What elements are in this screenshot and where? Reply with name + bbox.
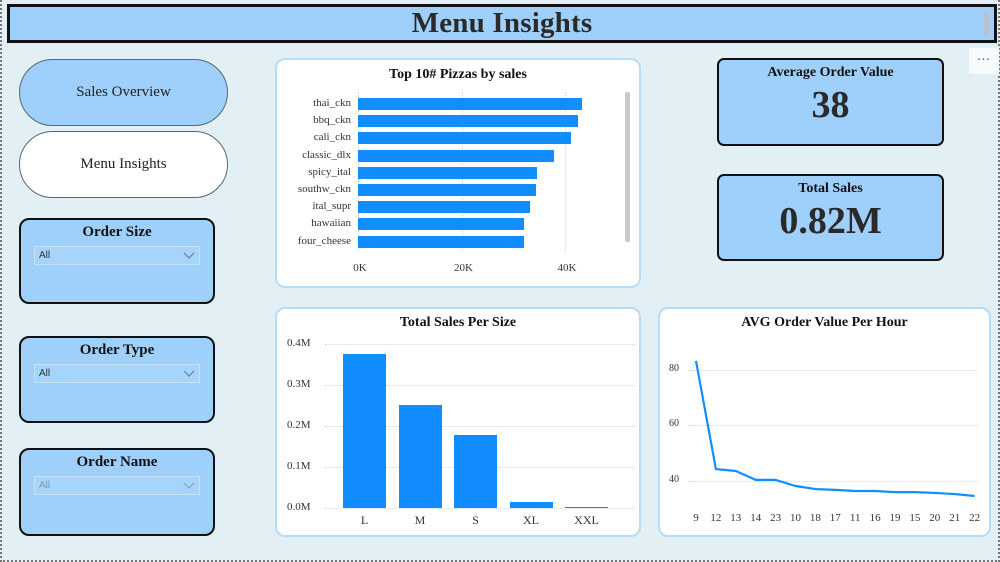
y-axis-tick: 0.4M — [287, 337, 311, 349]
x-axis-tick: S — [472, 513, 479, 527]
x-axis-tick: 19 — [889, 512, 901, 524]
bar[interactable] — [358, 149, 555, 162]
page-title-bar: Menu Insights — [7, 4, 997, 43]
bar[interactable] — [358, 98, 583, 110]
chevron-down-icon — [183, 482, 195, 489]
chart-sales-per-size: Total Sales Per Size 0.0M 0.1M 0.2M 0.3M 0.4… — [275, 307, 641, 537]
slicer-title: Order Name — [76, 454, 158, 470]
bar[interactable] — [358, 132, 572, 145]
gridline — [688, 425, 978, 427]
kpi-value: 0.82M — [779, 200, 882, 242]
bar[interactable] — [509, 501, 553, 508]
bar-category-label: four_cheese — [297, 234, 351, 247]
bar-category-label: hawaiian — [311, 217, 351, 230]
bar[interactable] — [358, 115, 578, 128]
kpi-average-order-value: Average Order Value 38 — [717, 58, 944, 146]
gridline — [325, 344, 635, 345]
slicer-order-name: Order Name All — [19, 448, 215, 536]
x-axis-tick: 11 — [849, 512, 861, 524]
x-axis-tick: 15 — [909, 512, 921, 524]
bar-category-label: cali_ckn — [313, 131, 351, 144]
x-axis-tick: 40K — [557, 262, 577, 274]
chart-title: AVG Order Value Per Hour — [741, 315, 908, 330]
y-axis-tick: 80 — [669, 362, 679, 374]
nav-button-sales-overview[interactable]: Sales Overview — [19, 59, 228, 126]
y-axis-tick: 40 — [669, 474, 679, 485]
bar[interactable] — [358, 201, 531, 214]
nav-button-menu-insights[interactable]: Menu Insights — [19, 131, 228, 198]
y-axis-tick: 60 — [669, 418, 679, 430]
gridline — [688, 481, 978, 482]
x-axis-tick: 10 — [790, 512, 801, 524]
bar[interactable] — [358, 184, 537, 196]
bar-category-label: thai_ckn — [313, 97, 351, 109]
bar[interactable] — [454, 435, 497, 508]
bar-category-label: ital_supr — [312, 200, 352, 213]
chart-title: Top 10# Pizzas by sales — [389, 67, 527, 82]
kpi-label: Average Order Value — [767, 65, 894, 80]
x-axis-tick: 14 — [750, 512, 762, 524]
x-axis-tick: XL — [523, 513, 539, 527]
ellipsis-icon[interactable]: ... — [969, 48, 999, 74]
y-axis-tick: 0.0M — [287, 501, 311, 513]
y-axis-tick: 0.2M — [287, 419, 311, 431]
order-size-dropdown[interactable]: All — [34, 246, 200, 265]
x-axis-tick: L — [360, 513, 369, 527]
x-axis-tick: M — [414, 513, 426, 527]
y-axis-tick: 0.3M — [287, 378, 311, 390]
slicer-title: Order Type — [79, 342, 155, 358]
x-axis-tick: 16 — [869, 512, 881, 524]
dropdown-value: All — [39, 480, 51, 491]
gridline — [565, 92, 566, 252]
line-series[interactable] — [660, 309, 990, 509]
chart-top-pizzas: Top 10# Pizzas by sales 0K 20K 40K thai_ckn… — [275, 58, 641, 288]
dropdown-value: All — [39, 250, 51, 261]
title-scrollbar[interactable] — [984, 13, 990, 35]
page-title: Menu Insights — [411, 7, 593, 39]
dropdown-value: All — [39, 368, 51, 379]
bar-category-label: bbq_ckn — [313, 114, 351, 127]
bar-category-label: southw_ckn — [297, 183, 351, 195]
slicer-order-size: Order Size All — [19, 218, 215, 304]
bar[interactable] — [358, 218, 525, 231]
x-axis-tick: 9 — [693, 512, 699, 524]
bar[interactable] — [358, 235, 525, 248]
gridline — [325, 385, 635, 386]
y-axis-tick: 0.1M — [287, 460, 311, 472]
gridline — [688, 369, 978, 371]
chart-avg-order-per-hour: AVG Order Value Per Hour 40 60 80 9 12 13 14 23… — [658, 307, 991, 537]
x-axis-tick: 0K — [353, 262, 367, 274]
slicer-order-type: Order Type All — [19, 336, 215, 423]
x-axis-tick: 20K — [454, 262, 473, 274]
chevron-down-icon — [183, 252, 195, 259]
chart-scrollbar[interactable] — [625, 92, 630, 242]
kpi-total-sales: Total Sales 0.82M — [717, 174, 944, 261]
chevron-down-icon — [183, 370, 195, 377]
x-axis-tick: 22 — [969, 512, 981, 524]
bar[interactable] — [343, 354, 386, 508]
x-axis-tick: 21 — [949, 512, 961, 524]
x-axis-tick: 13 — [730, 512, 742, 524]
kpi-value: 38 — [811, 84, 850, 126]
kpi-label: Total Sales — [798, 181, 863, 196]
x-axis-tick: 23 — [770, 512, 782, 524]
x-axis-tick: 17 — [829, 512, 841, 524]
order-type-dropdown[interactable]: All — [34, 364, 200, 383]
bar-category-label: classic_dlx — [302, 148, 351, 161]
slicer-title: Order Size — [82, 224, 152, 240]
gridline — [325, 426, 635, 427]
bar[interactable] — [398, 405, 442, 508]
bar[interactable] — [565, 507, 608, 508]
bar[interactable] — [358, 166, 538, 179]
chart-title: Total Sales Per Size — [399, 315, 517, 330]
gridline — [325, 508, 635, 509]
x-axis-tick: 18 — [809, 512, 821, 524]
bar-category-label: spicy_ital — [308, 165, 351, 178]
x-axis-tick: 20 — [929, 512, 941, 524]
order-name-dropdown[interactable]: All — [34, 476, 200, 495]
x-axis-tick: XXL — [574, 513, 599, 527]
x-axis-tick: 12 — [710, 512, 722, 524]
